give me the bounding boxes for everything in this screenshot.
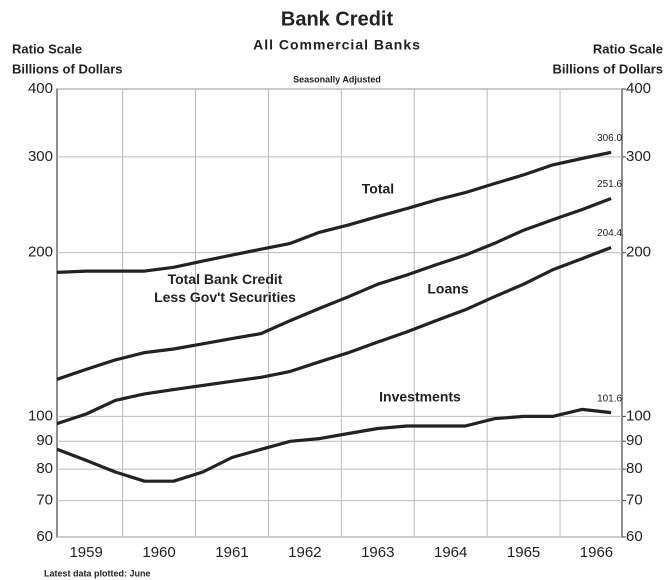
series-label: Investments xyxy=(379,389,461,405)
y-axis-label: Ratio Scale xyxy=(12,41,82,56)
y-tick-label: 100 xyxy=(28,407,53,424)
x-tick-label: 1961 xyxy=(215,544,248,561)
chart-subtitle: All Commercial Banks xyxy=(253,37,421,53)
y-axis-label: Billions of Dollars xyxy=(12,61,123,76)
series-label: Total Bank Credit Less Gov't Securities xyxy=(154,271,296,305)
data-label: 204.4 xyxy=(597,228,622,239)
y2-axis-label: Billions of Dollars xyxy=(552,61,663,76)
series-line xyxy=(56,150,612,274)
y2-tick-label: 200 xyxy=(626,244,651,261)
x-tick-label: 1964 xyxy=(434,544,467,561)
footnote: Latest data plotted: June xyxy=(44,568,151,578)
series-label: Loans xyxy=(427,281,468,297)
y2-tick-label: 400 xyxy=(626,80,651,97)
y2-axis-label: Ratio Scale xyxy=(593,41,663,56)
y2-tick-label: 90 xyxy=(626,432,643,449)
y2-tick-label: 80 xyxy=(626,460,643,477)
y-tick-label: 200 xyxy=(28,244,53,261)
x-tick-label: 1959 xyxy=(69,544,102,561)
x-tick-label: 1966 xyxy=(580,544,613,561)
x-tick-label: 1963 xyxy=(361,544,394,561)
x-tick-label: 1962 xyxy=(288,544,321,561)
series-label: Total xyxy=(362,181,394,197)
y-tick-label: 60 xyxy=(36,528,53,545)
data-label: 251.6 xyxy=(597,179,622,190)
y2-tick-label: 70 xyxy=(626,492,643,509)
series-line xyxy=(56,197,612,381)
chart-note: Seasonally Adjusted xyxy=(293,74,381,84)
y2-tick-label: 60 xyxy=(626,528,643,545)
y-tick-label: 400 xyxy=(28,80,53,97)
data-label: 306.0 xyxy=(597,133,622,144)
x-tick-label: 1965 xyxy=(507,544,540,561)
y2-tick-label: 300 xyxy=(626,148,651,165)
y-tick-label: 70 xyxy=(36,492,53,509)
y-tick-label: 80 xyxy=(36,460,53,477)
y2-tick-label: 100 xyxy=(626,407,651,424)
plot-frame xyxy=(56,88,623,538)
chart-title: Bank Credit xyxy=(281,8,394,30)
data-label: 101.6 xyxy=(597,393,622,404)
y-tick-label: 300 xyxy=(28,148,53,165)
series-line xyxy=(56,407,612,483)
x-tick-label: 1960 xyxy=(142,544,175,561)
series-line xyxy=(56,246,612,426)
y-tick-label: 90 xyxy=(36,432,53,449)
